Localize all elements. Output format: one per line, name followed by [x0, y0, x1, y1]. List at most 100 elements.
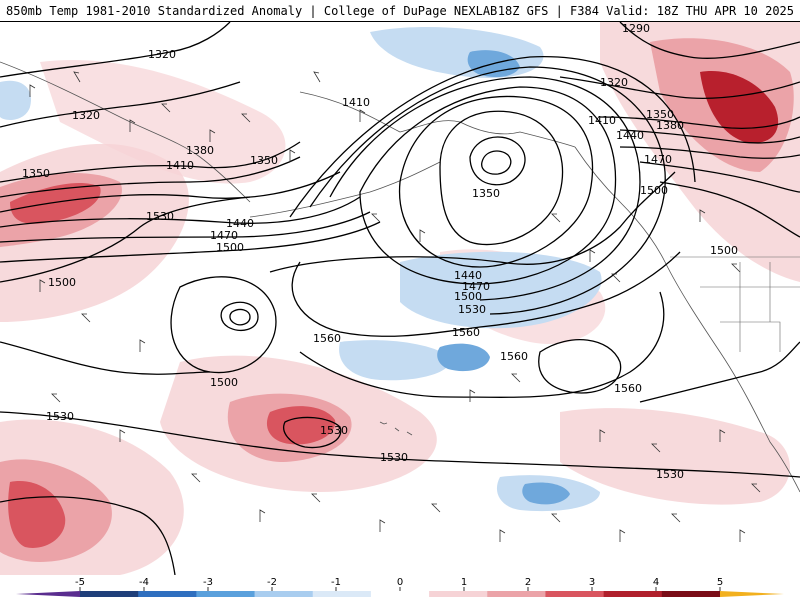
colorbar-segment [429, 591, 488, 597]
wind-barb [469, 209, 761, 493]
contour-label: 1320 [72, 109, 100, 122]
contour-1440-gulf [329, 76, 641, 301]
contour-1380 [0, 156, 301, 198]
contour-1410-ne [619, 146, 800, 159]
contour-1290-ne [619, 22, 800, 59]
contour-1560-a [291, 251, 681, 337]
contour-label: 1380 [186, 144, 214, 157]
map-header: 850mb Temp 1981-2010 Standardized Anomal… [0, 0, 800, 22]
contour-label: 1500 [210, 376, 238, 389]
contour-label: 1410 [166, 159, 194, 172]
contour-1530-a [0, 196, 251, 283]
colorbar-tick-label: 3 [589, 577, 595, 588]
contour-label: 1500 [216, 241, 244, 254]
contour-gulf-inner-2 [481, 150, 512, 175]
contour-label: 1440 [616, 129, 644, 142]
contour-label: 1470 [462, 280, 490, 293]
colorbar-bar [16, 591, 784, 597]
coastline-aleutians [249, 161, 441, 218]
colorbar-ticks: -5 -4 -3 -2 -1 0 1 2 3 4 5 [75, 577, 723, 591]
colorbar-tick-label: -4 [139, 577, 149, 588]
colorbar-segment [661, 591, 721, 597]
coastline-alaska [299, 91, 576, 148]
colorbar-tick-label: -1 [331, 577, 341, 588]
colorbar-segment [138, 591, 197, 597]
contour-label: 1410 [588, 114, 616, 127]
contour-1380-ne [619, 129, 800, 144]
colorbar-scale: -5 -4 -3 -2 -1 0 1 2 3 4 5 [16, 577, 784, 597]
contour-label: 1530 [380, 451, 408, 464]
contour-1410-gulf [359, 86, 617, 285]
contour-label: 1530 [458, 303, 486, 316]
contour-label: 1560 [500, 350, 528, 363]
contour-label: 1290 [622, 22, 650, 35]
contour-label: 1530 [46, 410, 74, 423]
contour-1320-nw2 [0, 81, 241, 128]
contour-1560-b [299, 291, 665, 398]
anomaly-area-neg-weak [339, 340, 451, 381]
contour-1500-south [0, 341, 211, 375]
contour-1350-ne [599, 116, 800, 130]
contour-low-inner-2 [229, 308, 251, 326]
anomaly-area-neg-weak [400, 251, 602, 329]
contour-1350-gulf [439, 110, 564, 246]
contour-1500-a [0, 221, 381, 263]
contour-label: 1500 [454, 290, 482, 303]
colorbar-segment [196, 591, 256, 597]
contour-label: 1320 [600, 76, 628, 89]
wind-barb [29, 71, 296, 162]
anomaly-area-neg-strong [522, 482, 570, 505]
coastline-hawaii [379, 421, 413, 436]
contour-1320-ne [559, 76, 800, 99]
contour-1470-ne [659, 181, 800, 238]
contour-1530-sw [0, 496, 176, 575]
colorbar: -5 -4 -3 -2 -1 0 1 2 3 4 5 [0, 575, 800, 600]
contour-1560-east [639, 341, 800, 403]
contour-label: 1440 [226, 217, 254, 230]
anomaly-area-pos-strong [266, 406, 336, 445]
colorbar-tick-label: 2 [525, 577, 531, 588]
contour-label: 1530 [656, 468, 684, 481]
borders [670, 256, 800, 352]
contour-1560-c [538, 339, 622, 394]
colorbar-segment [487, 591, 546, 597]
contour-1440-a [0, 196, 361, 228]
anomaly-area-pos-weak [560, 408, 790, 505]
anomaly-map: 1320 1320 1290 1320 1410 1410 1350 1380 … [0, 22, 800, 575]
contour-1500-gulf [289, 56, 696, 218]
contour-1350-a [0, 141, 301, 183]
contour-label: 1350 [250, 154, 278, 167]
contour-low-inner-1 [220, 301, 259, 331]
wind-barb [39, 279, 266, 522]
colorbar-segment [370, 591, 430, 597]
colorbar-left-arrow [16, 591, 80, 597]
wind-barb [311, 493, 746, 542]
contour-1530-south [0, 411, 800, 478]
colorbar-tick-label: 1 [461, 577, 467, 588]
colorbar-tick-label: -2 [267, 577, 277, 588]
anomaly-area-pos-strong [8, 481, 66, 548]
anomaly-area-pos-strong [10, 182, 101, 224]
wind-barb [313, 71, 621, 283]
contour-label: 1470 [644, 153, 672, 166]
colorbar-tick-label: -3 [203, 577, 213, 588]
anomaly-shading [0, 22, 800, 575]
contour-label: 1350 [472, 187, 500, 200]
contour-1320-nw [0, 22, 231, 78]
contour-label: 1500 [48, 276, 76, 289]
contour-label: 1560 [614, 382, 642, 395]
contour-label: 1380 [656, 119, 684, 132]
contour-label: 1320 [148, 48, 176, 61]
contour-1470-a [0, 211, 371, 243]
colorbar-segment [545, 591, 605, 597]
contour-label: 1530 [146, 210, 174, 223]
contour-label: 1440 [454, 269, 482, 282]
contour-1380-gulf [398, 95, 594, 268]
colorbar-tick-label: 0 [397, 577, 403, 588]
colorbar-tick-label: -5 [75, 577, 85, 588]
colorbar-right-arrow [720, 591, 784, 597]
colorbar-segment [254, 591, 314, 597]
colorbar-tick-label: 5 [717, 577, 723, 588]
contour-1440-ne [639, 161, 800, 193]
anomaly-area-pos-strong [700, 71, 779, 143]
